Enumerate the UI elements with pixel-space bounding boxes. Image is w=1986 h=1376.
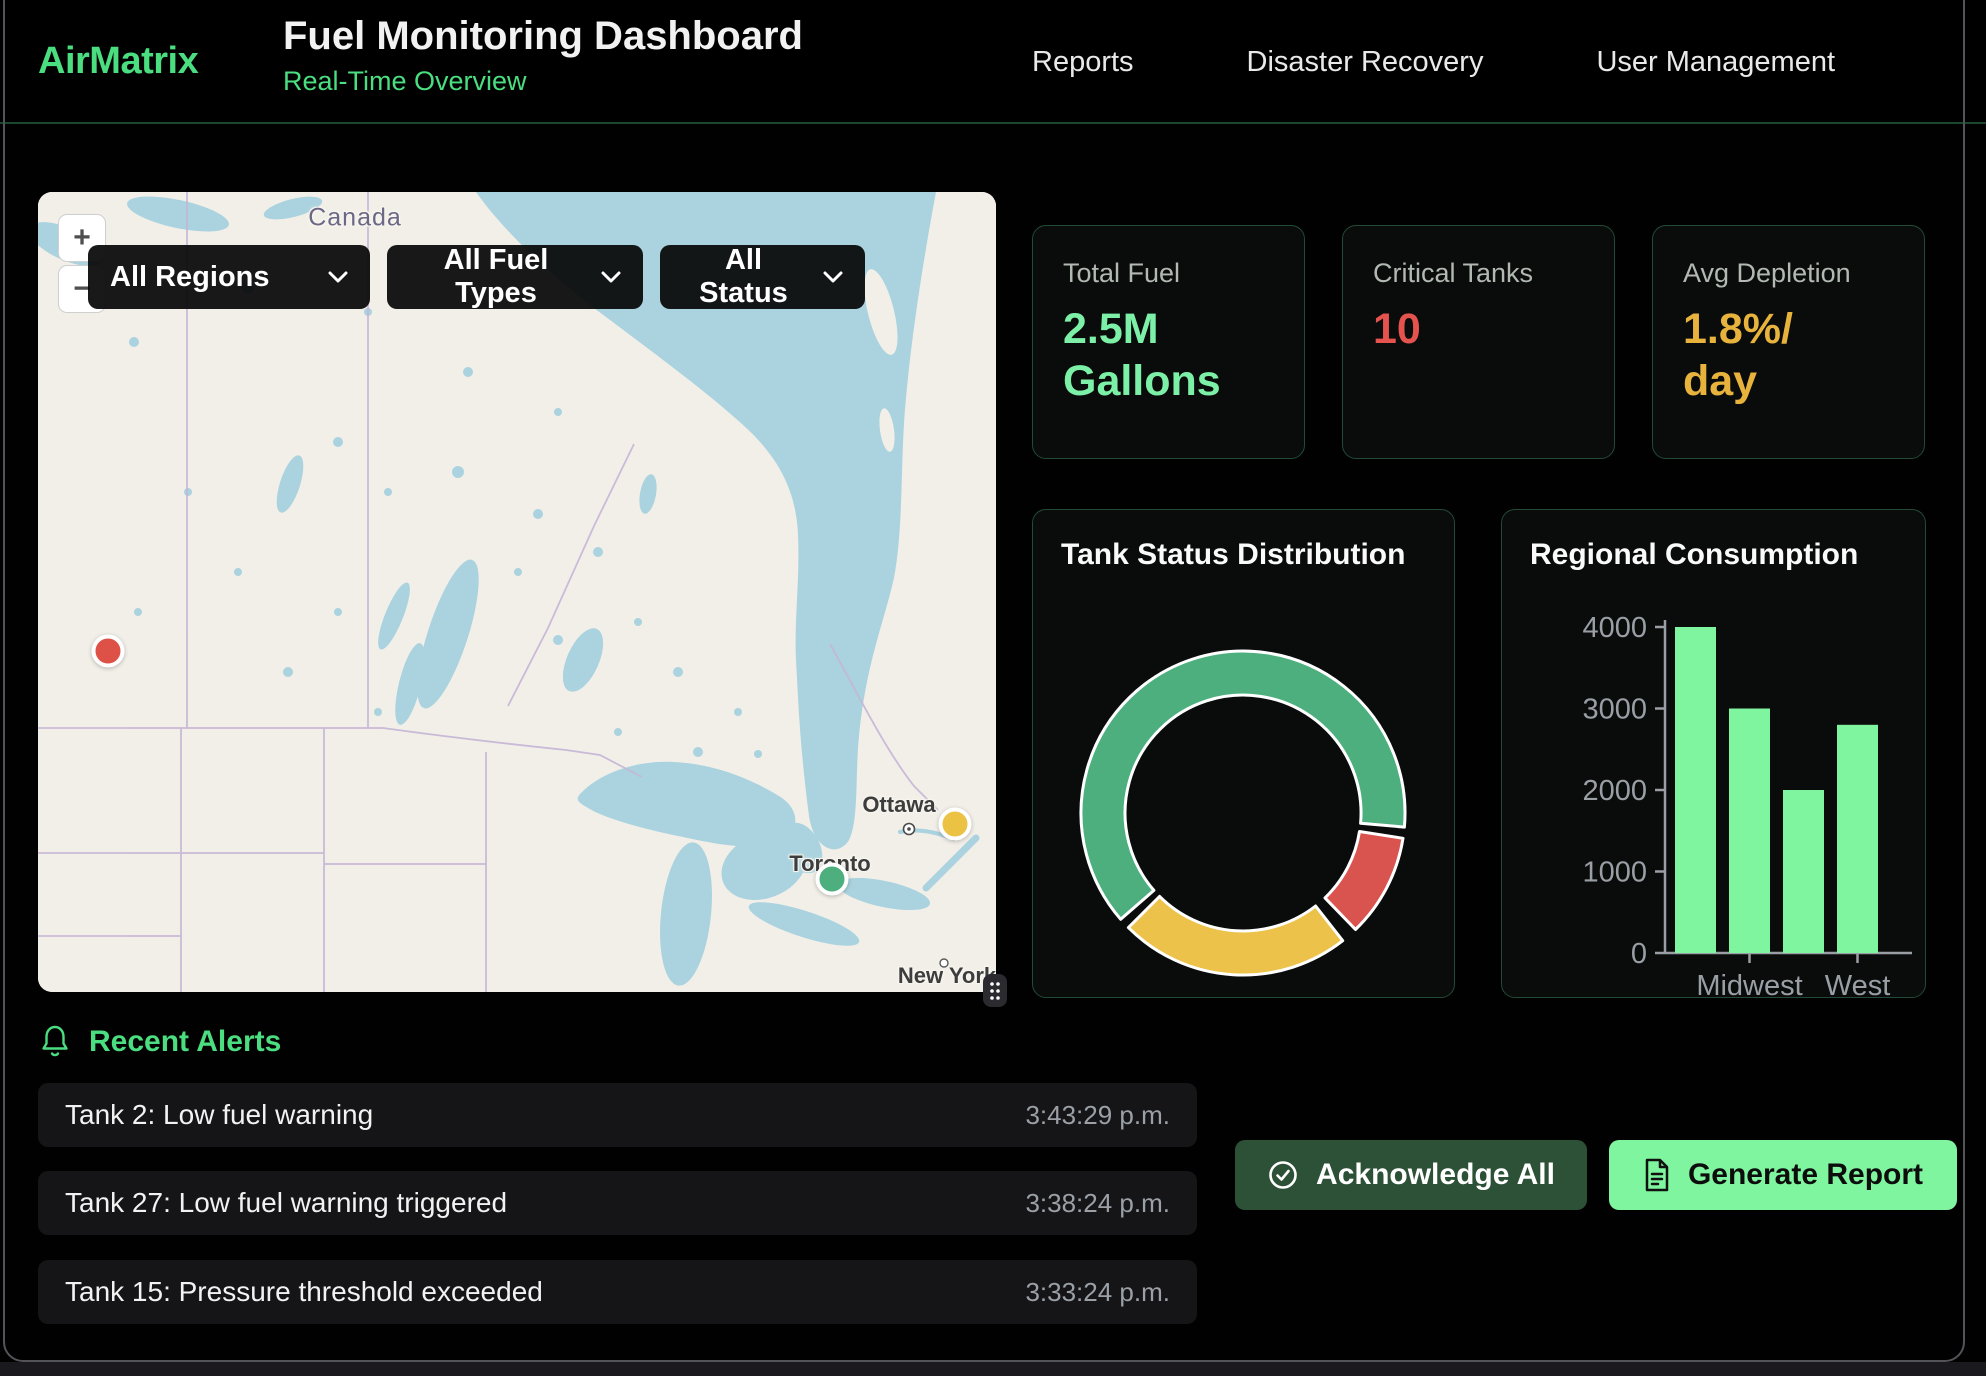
fuel-type-filter-value: All Fuel Types [409, 244, 583, 310]
alert-row[interactable]: Tank 2: Low fuel warning 3:43:29 p.m. [38, 1083, 1197, 1147]
map-viewport[interactable]: Canada Ottawa Toronto New York [38, 192, 996, 992]
check-circle-icon [1267, 1159, 1299, 1191]
y-axis-tick-label: 2000 [1582, 775, 1647, 807]
region-filter-value: All Regions [110, 261, 270, 294]
bottom-strip [0, 1362, 1986, 1376]
bar-West[interactable] [1837, 725, 1878, 953]
document-icon [1643, 1158, 1671, 1192]
dashboard-root: AirMatrix Fuel Monitoring Dashboard Real… [0, 0, 1986, 1376]
regional-consumption-bar-chart: 0 1000 2000 3000 4000 Midwest West [1502, 510, 1927, 999]
y-axis-tick-label: 0 [1631, 938, 1647, 970]
regional-consumption-chart-card: Regional Consumption 01000200030004000Mi… [1501, 509, 1926, 998]
alert-timestamp: 3:33:24 p.m. [1025, 1277, 1170, 1308]
brand-logo[interactable]: AirMatrix [38, 40, 198, 83]
bell-icon [40, 1024, 70, 1059]
map-marker-normal[interactable] [816, 863, 849, 896]
recent-alerts-header: Recent Alerts [40, 1024, 281, 1059]
page-subtitle: Real-Time Overview [283, 66, 803, 97]
tank-status-doughnut-chart [1033, 510, 1456, 999]
stat-label: Critical Tanks [1373, 258, 1584, 289]
alert-row[interactable]: Tank 15: Pressure threshold exceeded 3:3… [38, 1260, 1197, 1324]
nav-reports[interactable]: Reports [1032, 46, 1134, 79]
acknowledge-all-button[interactable]: Acknowledge All [1235, 1140, 1587, 1210]
map-label-canada: Canada [308, 204, 402, 233]
x-axis-tick-label: Midwest [1696, 970, 1802, 999]
doughnut-segment-warning[interactable] [1128, 896, 1342, 975]
bar-Midwest[interactable] [1729, 709, 1770, 954]
map-label-ottawa: Ottawa [862, 792, 935, 818]
alert-message: Tank 27: Low fuel warning triggered [65, 1187, 507, 1219]
stat-label: Total Fuel [1063, 258, 1274, 289]
bar-region-3[interactable] [1783, 790, 1824, 953]
grip-dots-icon [989, 981, 1001, 1001]
stat-card-critical-tanks: Critical Tanks 10 [1342, 225, 1615, 459]
stat-value: 2.5M Gallons [1063, 303, 1274, 408]
map-resize-handle[interactable] [983, 974, 1007, 1007]
map-filters: All Regions All Fuel Types All Status [88, 245, 865, 309]
recent-alerts-title: Recent Alerts [89, 1025, 281, 1059]
map-label-new-york: New York [898, 963, 996, 989]
region-filter-dropdown[interactable]: All Regions [88, 245, 370, 309]
nav-disaster-recovery[interactable]: Disaster Recovery [1247, 46, 1484, 79]
map-marker-warning[interactable] [938, 808, 971, 841]
title-block: Fuel Monitoring Dashboard Real-Time Over… [283, 14, 803, 97]
stat-value: 1.8%/ day [1683, 303, 1894, 408]
stat-card-avg-depletion: Avg Depletion 1.8%/ day [1652, 225, 1925, 459]
main-nav: Reports Disaster Recovery User Managemen… [1032, 0, 1835, 124]
x-axis-tick-label: West [1825, 970, 1891, 999]
tank-status-chart-card: Tank Status Distribution [1032, 509, 1455, 998]
alert-message: Tank 2: Low fuel warning [65, 1099, 373, 1131]
y-axis-tick-label: 1000 [1582, 857, 1647, 889]
bar-region-1[interactable] [1675, 627, 1716, 953]
acknowledge-all-label: Acknowledge All [1316, 1158, 1555, 1192]
alert-timestamp: 3:38:24 p.m. [1025, 1188, 1170, 1219]
generate-report-button[interactable]: Generate Report [1609, 1140, 1957, 1210]
doughnut-segment-critical[interactable] [1325, 832, 1403, 930]
nav-user-management[interactable]: User Management [1596, 46, 1835, 79]
chevron-down-icon [328, 271, 348, 284]
page-title: Fuel Monitoring Dashboard [283, 14, 803, 59]
status-filter-dropdown[interactable]: All Status [660, 245, 865, 309]
fuel-type-filter-dropdown[interactable]: All Fuel Types [387, 245, 643, 309]
alert-message: Tank 15: Pressure threshold exceeded [65, 1276, 543, 1308]
map-panel[interactable]: Canada Ottawa Toronto New York + − All R… [38, 192, 996, 992]
stat-label: Avg Depletion [1683, 258, 1894, 289]
chevron-down-icon [601, 271, 621, 284]
map-marker-critical[interactable] [91, 635, 124, 668]
alert-row[interactable]: Tank 27: Low fuel warning triggered 3:38… [38, 1171, 1197, 1235]
generate-report-label: Generate Report [1688, 1158, 1923, 1192]
stat-value: 10 [1373, 303, 1584, 355]
y-axis-tick-label: 4000 [1582, 612, 1647, 644]
chevron-down-icon [823, 271, 843, 284]
y-axis-tick-label: 3000 [1582, 694, 1647, 726]
status-filter-value: All Status [682, 244, 805, 310]
alert-timestamp: 3:43:29 p.m. [1025, 1100, 1170, 1131]
app-header: AirMatrix Fuel Monitoring Dashboard Real… [0, 0, 1986, 124]
stat-card-total-fuel: Total Fuel 2.5M Gallons [1032, 225, 1305, 459]
